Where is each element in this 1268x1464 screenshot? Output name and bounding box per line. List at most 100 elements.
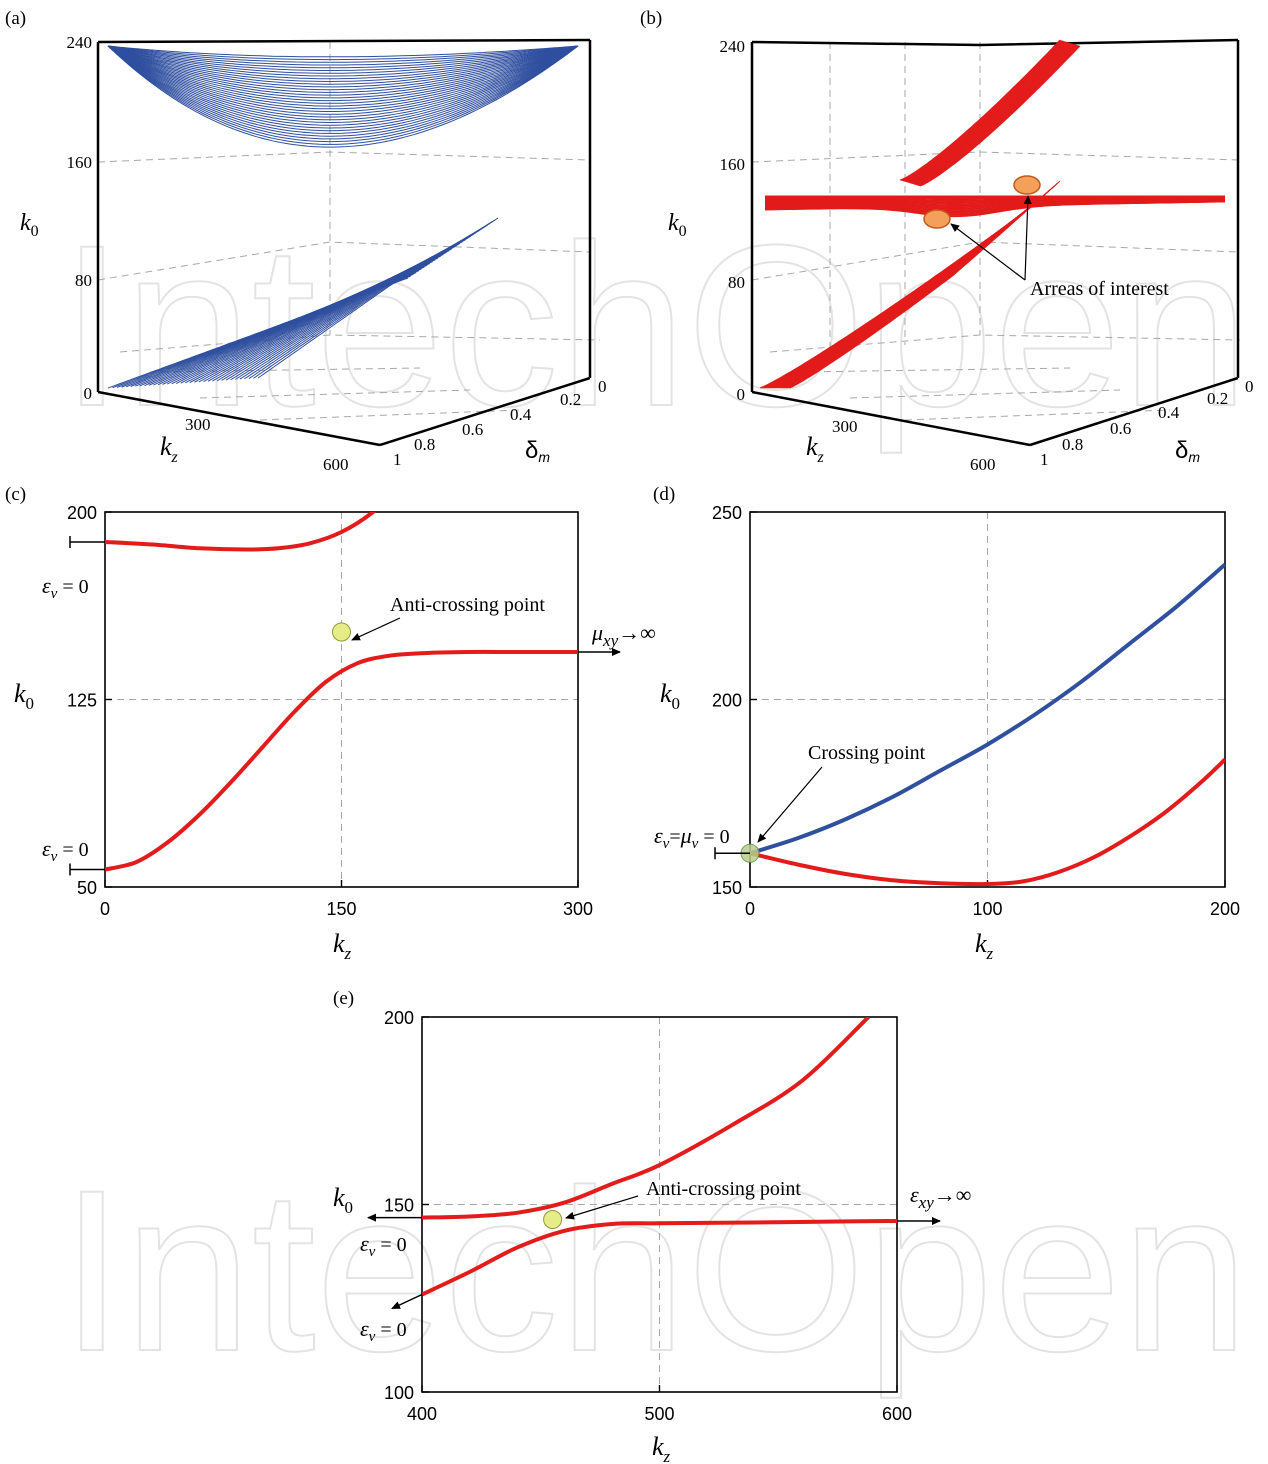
tick-label: 600 — [970, 455, 996, 474]
panel-b-label: (b) — [640, 8, 662, 29]
surface-line — [901, 40, 1063, 181]
surface-line — [107, 45, 579, 140]
x-tick-label: 600 — [882, 1404, 912, 1424]
surface-line — [909, 42, 1071, 184]
epsilon-arrow-down — [391, 1293, 423, 1310]
anti-crossing-marker — [332, 622, 351, 642]
surface-line — [107, 45, 579, 104]
panel-c-eps-bottom: εv = 0 — [42, 836, 89, 865]
panel-d-annotation: Crossing point — [808, 742, 926, 764]
tick-label: 0.6 — [462, 420, 483, 439]
tick-label: 300 — [185, 415, 211, 434]
panel-a-surface — [107, 45, 579, 389]
x-tick-label: 500 — [644, 1404, 674, 1424]
surface-line — [911, 43, 1073, 185]
panel-a-y-ticks: 0 0.2 0.4 0.6 0.8 1 — [393, 377, 607, 469]
surface-line — [107, 45, 579, 148]
tick-label: 300 — [832, 417, 858, 436]
surface-line — [907, 41, 1068, 183]
x-tick-label: 150 — [326, 899, 356, 919]
surface-line — [908, 42, 1070, 184]
panel-e-eps-xy-label: εxy→∞ — [910, 1182, 971, 1212]
tick-label: 0.4 — [510, 405, 532, 424]
tick-label: 80 — [728, 273, 745, 292]
series-line-1 — [750, 562, 1225, 856]
surface-line — [903, 40, 1064, 182]
surface-line — [907, 42, 1069, 183]
surface-line — [902, 40, 1063, 182]
panel-a-zlabel: k0 — [20, 210, 39, 240]
panel-a: (a) 240 160 80 0 k0 300 600 — [5, 8, 607, 474]
panel-a-x-ticks: 300 600 — [185, 415, 349, 474]
panel-e-plot: 400 500 600 100 150 200 — [367, 1008, 941, 1424]
panel-b-zlabel: k0 — [668, 210, 687, 240]
panel-e: (e) 400 500 600 100 150 200 k0 kz Anti-crossi… — [333, 988, 971, 1464]
surface-line — [107, 45, 579, 83]
surface-line — [912, 43, 1074, 185]
surface-line — [107, 45, 579, 121]
surface-line — [107, 45, 579, 143]
panel-c-xlabel: kz — [333, 929, 352, 963]
panel-b-xlabel: kz — [806, 432, 825, 466]
surface-line — [904, 41, 1065, 182]
surface-line — [902, 40, 1064, 182]
panel-c-annotation: Anti-crossing point — [390, 594, 545, 616]
anti-crossing-marker — [543, 1210, 563, 1229]
surface-line — [107, 45, 579, 69]
surface-line — [107, 45, 579, 118]
panel-d-plot: 0 100 200 150 200 250 — [712, 503, 1240, 919]
surface-line — [107, 45, 579, 74]
surface-line — [107, 45, 579, 124]
surface-line — [915, 44, 1076, 185]
x-tick-label: 0 — [100, 899, 110, 919]
surface-line — [901, 40, 1062, 181]
panel-b-arrows — [950, 195, 1032, 281]
surface-line — [107, 45, 579, 126]
panel-c-ylabel: k0 — [14, 679, 34, 713]
panel-b-surface — [759, 39, 1226, 389]
panel-a-ylabel: δm — [525, 437, 550, 465]
surface-line — [107, 45, 579, 85]
tick-label: 0.2 — [560, 390, 581, 409]
x-tick-label: 300 — [563, 899, 593, 919]
panel-b-annotation: Arreas of interest — [1030, 278, 1169, 300]
tick-label: 0.6 — [1110, 419, 1131, 438]
svg-text:IntechOpen: IntechOpen — [60, 1142, 1249, 1399]
surface-line — [919, 45, 1081, 187]
y-tick-label: 150 — [384, 1196, 414, 1216]
panel-b-grid — [751, 42, 1241, 421]
surface-line — [107, 45, 579, 96]
surface-line — [913, 43, 1075, 185]
x-tick-label: 200 — [1210, 899, 1240, 919]
surface-line — [914, 44, 1075, 185]
surface-line — [107, 45, 579, 113]
y-tick-label: 125 — [67, 691, 97, 711]
series-line-2 — [105, 649, 578, 872]
panel-b-y-ticks: 0 0.2 0.4 0.6 0.8 1 — [1040, 377, 1254, 469]
surface-line — [911, 43, 1072, 184]
area-of-interest-marker — [923, 209, 951, 229]
surface-line — [915, 44, 1077, 186]
tick-label: 0.8 — [1062, 435, 1083, 454]
surface-line — [107, 45, 579, 66]
panel-b-ylabel: δm — [1175, 437, 1200, 465]
watermark: IntechOpen IntechOpen — [59, 196, 1250, 1400]
surface-line — [107, 45, 579, 72]
series-line-2 — [422, 1219, 897, 1297]
panel-e-eps-2: εv = 0 — [360, 1316, 407, 1345]
y-tick-label: 50 — [77, 878, 97, 898]
tick-label: 0 — [598, 377, 607, 396]
surface-line — [917, 45, 1079, 186]
tick-label: 0 — [737, 385, 746, 404]
panel-c-label: (c) — [5, 484, 26, 505]
annotation-arrow — [757, 766, 823, 843]
surface-line — [906, 41, 1068, 183]
tick-label: 0.2 — [1207, 389, 1228, 408]
surface-line — [107, 45, 579, 115]
panel-d-eps-label: εv=μv = 0 — [654, 823, 730, 852]
y-tick-label: 200 — [67, 503, 97, 523]
surface-line — [904, 41, 1066, 182]
surface-line — [900, 39, 1061, 181]
